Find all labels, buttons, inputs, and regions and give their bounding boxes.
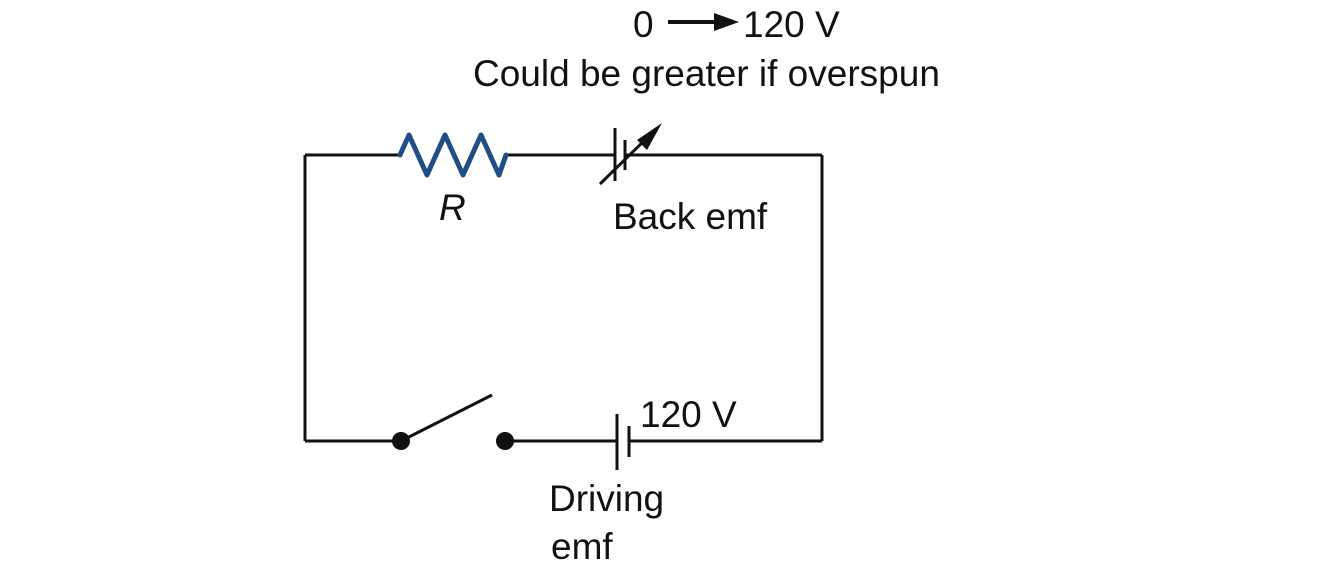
range-end-label: 120 V	[743, 4, 840, 45]
resistor-label: R	[439, 187, 466, 228]
switch-symbol	[392, 393, 514, 450]
driving-voltage-label: 120 V	[640, 394, 737, 435]
back-emf-label: Back emf	[613, 196, 768, 237]
overspun-note: Could be greater if overspun	[473, 53, 940, 94]
back-emf-source	[598, 123, 662, 186]
range-start-label: 0	[633, 4, 654, 45]
driving-emf-battery	[615, 414, 631, 470]
driving-emf-label-line1: Driving	[549, 478, 664, 519]
range-arrow	[668, 13, 739, 31]
variable-arrow-head	[637, 123, 662, 150]
resistor-symbol	[397, 132, 509, 178]
driving-emf-label-line2: emf	[551, 526, 613, 567]
circuit-wires	[303, 153, 824, 443]
